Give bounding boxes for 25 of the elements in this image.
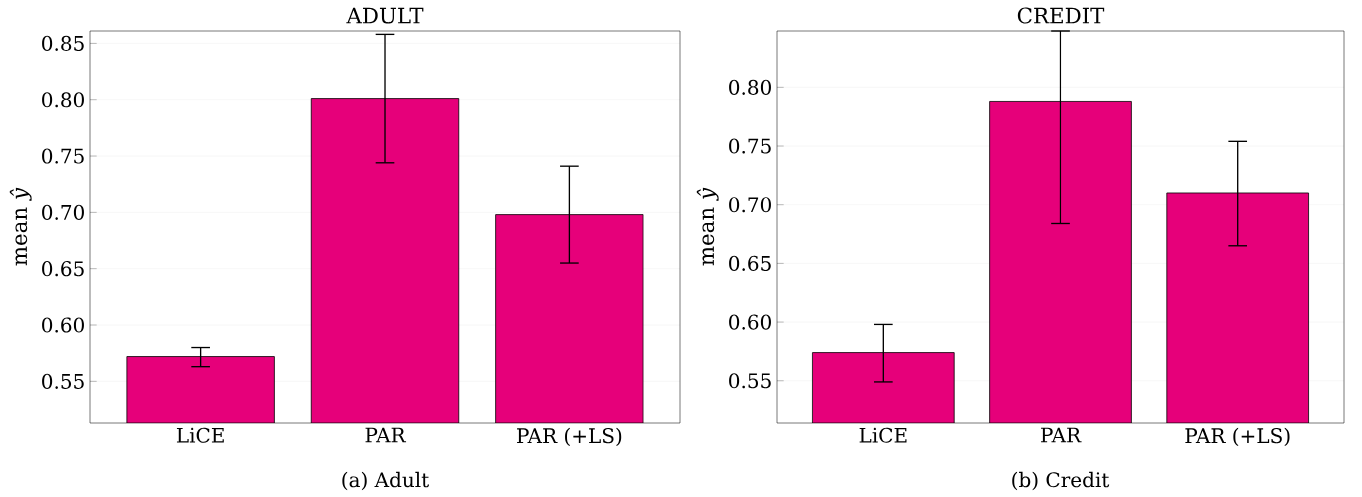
y-tick-label: 0.70 (42, 204, 84, 220)
y-tick-label: 0.75 (729, 138, 771, 154)
y-axis-title: mean ŷ (696, 187, 719, 266)
text: (a) Adult (342, 471, 430, 491)
y-axis-title: mean ŷ (9, 187, 32, 266)
y-tick-label: 0.80 (42, 92, 84, 108)
x-tick-label: LiCE (859, 427, 907, 443)
x-tick-label: PAR (365, 427, 407, 443)
y-tick-label: 0.85 (42, 35, 84, 51)
y-tick-label: 0.55 (729, 373, 771, 389)
x-tick-label: LiCE (176, 427, 224, 443)
x-tick-label: PAR (+LS) (517, 427, 622, 447)
text: (b) Credit (1012, 471, 1110, 491)
chart-title: ADULT (346, 7, 424, 24)
y-tick-label: 0.80 (729, 79, 771, 95)
chart-title: CREDIT (1017, 7, 1105, 24)
x-tick-label: PAR (1041, 427, 1082, 443)
y-tick-label: 0.60 (729, 314, 771, 330)
y-tick-label: 0.70 (729, 197, 771, 213)
y-tick-label: 0.65 (42, 261, 84, 277)
x-tick-label: PAR (+LS) (1185, 427, 1290, 447)
y-tick-label: 0.75 (42, 148, 84, 164)
y-tick-label: 0.60 (42, 317, 84, 333)
y-tick-label: 0.55 (42, 373, 84, 389)
y-tick-label: 0.65 (729, 255, 771, 271)
